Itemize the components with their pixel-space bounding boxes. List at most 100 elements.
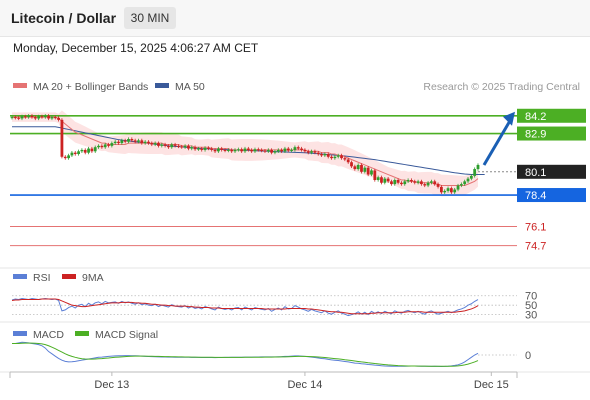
candle-body: [430, 181, 433, 183]
candle-body: [170, 144, 174, 148]
candle-body: [93, 147, 97, 152]
candle-body: [273, 151, 277, 153]
candle-body: [439, 186, 443, 193]
time-axis: Dec 13 Dec 14 Dec 15: [0, 267, 590, 391]
level-label-84.2: 84.2: [525, 111, 546, 123]
candle-body: [380, 177, 383, 183]
timeframe-button[interactable]: 30 MIN: [124, 7, 176, 29]
candle-body: [203, 147, 207, 150]
level-tag-78.4: [517, 188, 586, 203]
macd-tick-0: 0: [525, 350, 531, 362]
level-label-82.9: 82.9: [525, 129, 546, 141]
candle-body: [463, 181, 467, 185]
candle-body: [333, 156, 337, 159]
candle-body: [240, 149, 244, 152]
candle-body: [67, 155, 70, 159]
candle-body: [303, 149, 307, 152]
candle-body: [193, 147, 197, 150]
research-credit: Research © 2025 Trading Central: [423, 81, 580, 93]
candle-body: [386, 178, 390, 182]
candle-body: [143, 141, 147, 144]
candle-body: [120, 140, 124, 144]
candle-body: [263, 150, 267, 152]
candle-body: [177, 145, 180, 147]
candle-body: [90, 148, 94, 152]
candle-body: [226, 149, 230, 151]
candle-body: [233, 149, 237, 152]
nine-ma-legend-swatch: [62, 274, 76, 279]
candle-body: [173, 144, 177, 146]
candle-body: [97, 145, 100, 148]
candle-body: [473, 169, 477, 176]
candle-body: [246, 148, 250, 150]
candle-body: [13, 117, 17, 119]
macd-signal-legend-label: MACD Signal: [95, 329, 158, 341]
candle-body: [183, 145, 187, 148]
candle-body: [469, 175, 473, 179]
candle-body: [426, 182, 430, 186]
bollinger-band: [12, 110, 478, 197]
candle-body: [456, 185, 460, 190]
candle-body: [396, 180, 400, 183]
candle-body: [383, 178, 387, 183]
candle-body: [270, 149, 274, 153]
candle-body: [290, 149, 293, 151]
nine-ma-legend-label: 9MA: [82, 272, 104, 284]
candle-body: [366, 167, 370, 175]
candle-body: [403, 181, 407, 185]
chart-header: Litecoin / Dollar 30 MIN: [0, 0, 590, 37]
candle-body: [436, 184, 440, 187]
candle-body: [147, 141, 150, 144]
candle-body: [137, 140, 140, 142]
candle-body: [157, 143, 160, 146]
projection-arrow-head: [503, 111, 515, 126]
candle-body: [87, 148, 90, 153]
level-label-76.1: 76.1: [525, 221, 546, 233]
rsi-legend-swatch: [13, 274, 27, 279]
candle-body: [313, 151, 317, 153]
candle-body: [230, 149, 234, 152]
candle-body: [43, 115, 47, 118]
candle-body: [373, 170, 377, 180]
candle-body: [350, 162, 353, 167]
candle-body: [353, 166, 357, 170]
candle-body: [73, 152, 77, 155]
candle-body: [53, 117, 57, 119]
candle-body: [117, 141, 120, 144]
candle-body: [47, 115, 51, 119]
candle-body: [346, 159, 350, 163]
candle-body: [453, 189, 457, 193]
candle-body: [326, 154, 330, 157]
candle-body: [127, 139, 130, 142]
macd-signal-legend-swatch: [75, 331, 89, 336]
candle-body: [23, 116, 27, 118]
macd-legend-label: MACD: [33, 329, 64, 341]
candle-body: [296, 147, 300, 149]
candle-body: [250, 149, 254, 152]
candle-body: [33, 117, 37, 119]
candle-body: [320, 154, 323, 156]
candle-body: [340, 155, 343, 159]
candle-body: [423, 184, 427, 186]
rsi-tick-70: 70: [525, 291, 537, 303]
candle-body: [449, 188, 453, 193]
candle-body: [413, 181, 417, 183]
candle-body: [20, 116, 24, 119]
candle-body: [123, 140, 127, 142]
candle-body: [103, 144, 107, 148]
projection-arrow-shaft: [482, 120, 512, 166]
level-label-78.4: 78.4: [525, 190, 546, 202]
candle-body: [330, 156, 333, 159]
candle-body: [57, 117, 60, 120]
level-label-74.7: 74.7: [525, 241, 546, 253]
candle-body: [140, 140, 144, 144]
candle-body: [286, 148, 290, 151]
macd-panel: 0: [12, 341, 531, 368]
candle-body: [130, 139, 134, 141]
candle-body: [10, 117, 14, 119]
candle-body: [70, 152, 74, 156]
candle-body: [190, 147, 194, 149]
ma50-legend-swatch: [155, 83, 169, 88]
candle-body: [446, 188, 450, 191]
